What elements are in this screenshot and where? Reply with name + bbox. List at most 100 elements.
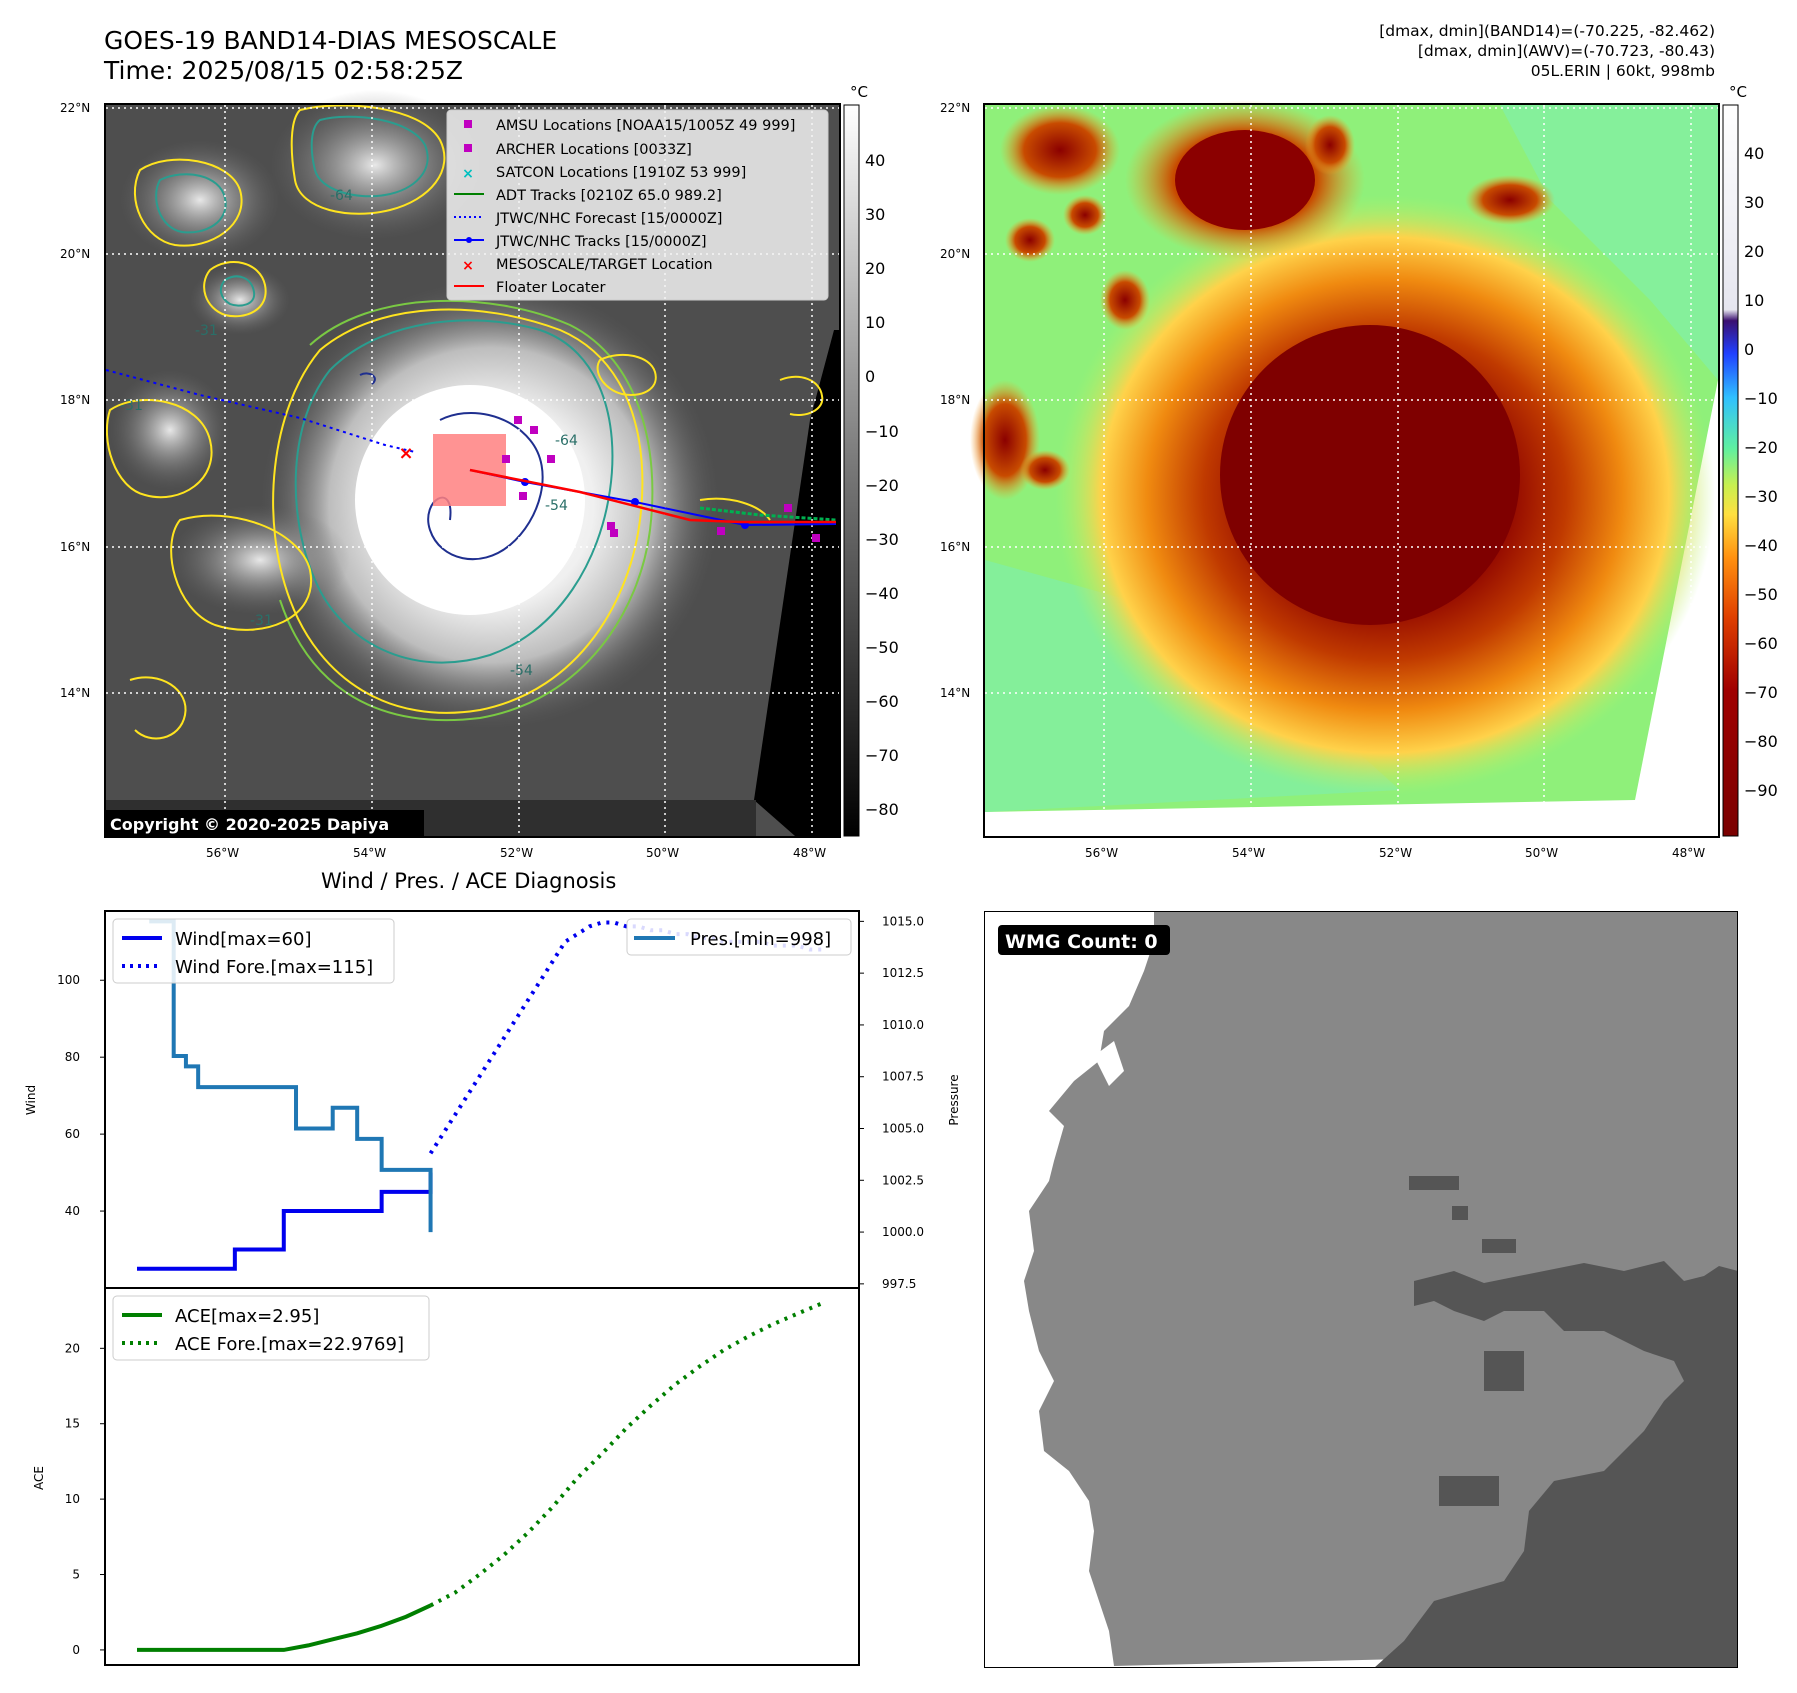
colorbar-tick: 30 — [865, 205, 886, 225]
pressure-axis-label: Pressure — [947, 1074, 961, 1125]
contour-label: -31 — [250, 613, 273, 629]
colorbar-tick: −50 — [1744, 585, 1778, 604]
wind-series — [137, 1172, 433, 1271]
colorbar-tick: 0 — [1744, 340, 1755, 359]
colorbar-tick: −80 — [865, 800, 899, 820]
wmg-count: WMG Count: 0 — [1005, 931, 1158, 953]
contour-label: -31 — [120, 398, 143, 414]
colorbar-tick: −70 — [1744, 683, 1778, 702]
wmg-dark-cells — [1374, 1176, 1738, 1668]
map-legend: AMSU Locations [NOAA15/1005Z 49 999] ARC… — [446, 109, 829, 301]
legend-pressure: Pres.[min=998] — [690, 929, 831, 950]
legend-satcon: SATCON Locations [1910Z 53 999] — [496, 165, 746, 181]
legend-adt: ADT Tracks [0210Z 65.0 989.2] — [496, 188, 722, 204]
pressure-legend: Pres.[min=998] — [626, 918, 852, 956]
lon-label: 56°W — [1085, 846, 1119, 860]
lon-label: 56°W — [206, 846, 240, 860]
awv-map — [970, 100, 1739, 838]
lon-label: 50°W — [646, 846, 680, 860]
colorbar-tick: 30 — [1744, 193, 1765, 212]
contour-lines — [105, 104, 824, 740]
lon-label: 52°W — [500, 846, 534, 860]
chart-time: Time: 2025/08/15 02:58:25Z — [104, 56, 463, 85]
wmg-panel: WMG Count: 0 — [984, 911, 1738, 1668]
colorbar-tick: −80 — [1744, 732, 1778, 751]
wmg-region — [1024, 911, 1738, 1666]
copyright: Copyright © 2020-2025 Dapiya — [110, 815, 389, 834]
forecast-track — [105, 369, 416, 453]
storm-tracks: × — [105, 369, 837, 542]
axis-tick-label: 40 — [65, 1204, 80, 1218]
axis-tick-label: 15 — [65, 1417, 80, 1431]
legend-ace-fore: ACE Fore.[max=22.9769] — [175, 1334, 404, 1355]
lat-label: 14°N — [940, 686, 971, 700]
floater-box — [433, 434, 506, 506]
colorbar-tick: −20 — [865, 475, 899, 495]
contour-label: -64 — [330, 188, 353, 204]
axis-tick-label: 1000.0 — [882, 1225, 924, 1239]
lat-label: 22°N — [940, 101, 971, 115]
axis-tick-label: 997.5 — [882, 1277, 916, 1291]
axis-tick-label: 1007.5 — [882, 1070, 924, 1084]
pressure-series — [149, 919, 433, 1233]
axis-tick-label: 100 — [57, 973, 80, 987]
target-marker: × — [398, 443, 413, 464]
contour-label: -54 — [510, 663, 533, 679]
contour-label: -64 — [555, 433, 578, 449]
ace-series — [137, 1603, 432, 1652]
legend-amsu: AMSU Locations [NOAA15/1005Z 49 999] — [496, 118, 795, 134]
chart-title: GOES-19 BAND14-DIAS MESOSCALE — [104, 26, 558, 55]
wind-legend: Wind[max=60] Wind Fore.[max=115] — [112, 918, 395, 984]
colorbar-tick: −40 — [865, 583, 899, 603]
lat-label: 18°N — [940, 393, 971, 407]
lat-label: 18°N — [60, 393, 91, 407]
axis-tick-label: 10 — [65, 1492, 80, 1506]
lon-label: 54°W — [353, 846, 387, 860]
lon-label: 48°W — [1672, 846, 1706, 860]
adt-track — [699, 506, 837, 522]
legend-forecast: JTWC/NHC Forecast [15/0000Z] — [495, 211, 722, 227]
lon-label: 52°W — [1379, 846, 1413, 860]
awv-gridlines — [985, 105, 1718, 836]
diagnosis-title: Wind / Pres. / ACE Diagnosis — [321, 869, 617, 893]
diagnosis-chart: 1008060401015.01012.51010.01007.51005.01… — [24, 910, 961, 1666]
lat-label: 22°N — [60, 101, 91, 115]
colorbar-band14 — [843, 104, 860, 837]
contour-label: -31 — [195, 323, 218, 339]
axis-tick-label: 1010.0 — [882, 1018, 924, 1032]
axis-tick-label: 1012.5 — [882, 966, 924, 980]
contour-label: -54 — [545, 498, 568, 514]
floater-track — [469, 468, 836, 524]
colorbar-tick: 20 — [865, 259, 886, 279]
lat-label: 16°N — [940, 540, 971, 554]
legend-floater: Floater Locater — [496, 280, 605, 296]
storm-info: 05L.ERIN | 60kt, 998mb — [1530, 62, 1715, 80]
colorbar-tick: 40 — [1744, 144, 1765, 163]
colorbar-tick: 40 — [865, 151, 886, 170]
legend-target: MESOSCALE/TARGET Location — [496, 257, 713, 273]
legend-wind-fore: Wind Fore.[max=115] — [175, 957, 373, 978]
colorbar-unit: °C — [1729, 83, 1747, 101]
legend-tracks: JTWC/NHC Tracks [15/0000Z] — [495, 234, 707, 250]
colorbar-tick: −70 — [865, 746, 899, 766]
colorbar-tick: −90 — [1744, 781, 1778, 800]
ace-legend: ACE[max=2.95] ACE Fore.[max=22.9769] — [112, 1295, 430, 1361]
colorbar-tick: −30 — [1744, 487, 1778, 506]
awv-range: [dmax, dmin](AWV)=(-70.723, -80.43) — [1417, 42, 1715, 60]
legend-ace: ACE[max=2.95] — [175, 1306, 319, 1327]
colorbar-tick: 0 — [865, 367, 876, 387]
colorbar-tick: −60 — [865, 692, 899, 711]
axis-tick-label: 0 — [72, 1643, 80, 1657]
lon-label: 48°W — [793, 846, 827, 860]
lon-label: 50°W — [1525, 846, 1559, 860]
axis-tick-label: 1015.0 — [882, 914, 924, 928]
colorbar-awv — [1722, 104, 1739, 837]
colorbar-tick: −60 — [1744, 634, 1778, 653]
ace-axis-label: ACE — [32, 1466, 46, 1490]
colorbar-tick: −40 — [1744, 536, 1778, 555]
colorbar-tick: −30 — [865, 529, 899, 549]
axis-tick-label: 20 — [65, 1341, 80, 1355]
colorbar-tick: −10 — [865, 421, 899, 441]
colorbar-tick: −20 — [1744, 438, 1778, 457]
lat-label: 14°N — [60, 686, 91, 700]
